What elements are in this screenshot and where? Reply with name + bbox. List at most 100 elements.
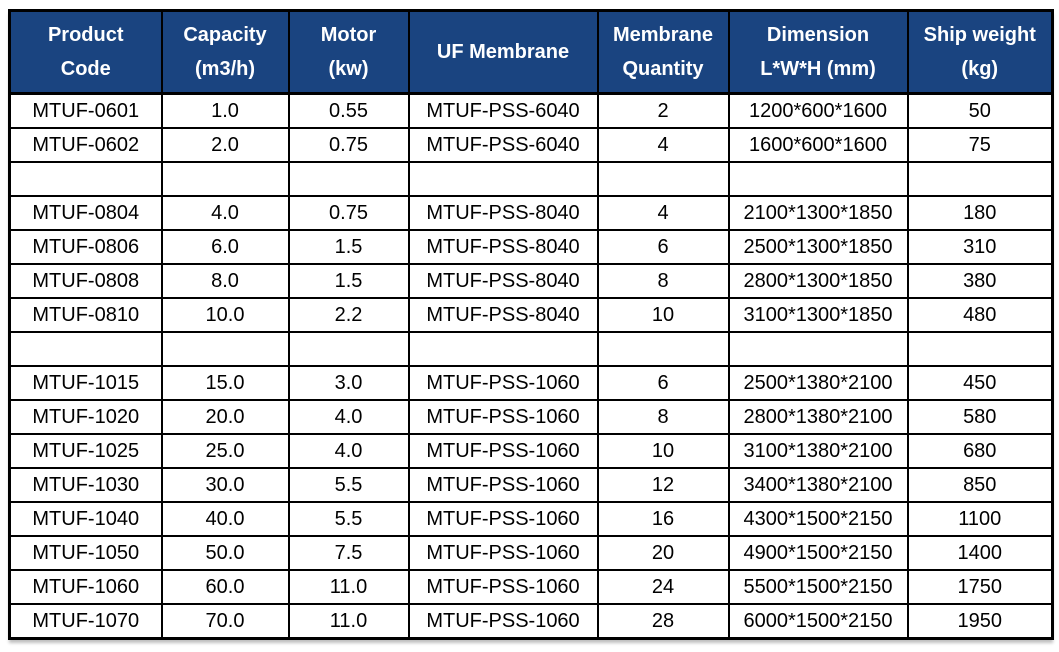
table-cell: 20 [596,535,730,571]
table-row: MTUF-1060 60.0 11.0 MTUF-PSS-1060 24 5500*150… [8,569,1054,605]
table-cell: 12 [596,467,730,503]
table-cell: 30.0 [160,467,290,503]
column-header-motor-kw: Motor (kw) [287,9,410,95]
table-cell [906,331,1054,367]
table-cell: 1100 [906,501,1054,537]
table-cell [407,331,599,367]
table-cell: MTUF-PSS-1060 [407,399,599,435]
table-cell: MTUF-0806 [8,229,163,265]
table-cell: 10 [596,433,730,469]
table-cell: 4900*1500*2150 [727,535,909,571]
table-cell: 580 [906,399,1054,435]
spacer-row [8,331,1054,367]
table-cell: MTUF-PSS-1060 [407,569,599,605]
table-row: MTUF-0804 4.0 0.75 MTUF-PSS-8040 4 2100*1300*… [8,195,1054,231]
table-cell: 1.5 [287,229,410,265]
table-cell: MTUF-0808 [8,263,163,299]
table-cell: 75 [906,127,1054,163]
table-row: MTUF-0601 1.0 0.55 MTUF-PSS-6040 2 1200*600*1… [8,92,1054,129]
table-cell: 2500*1300*1850 [727,229,909,265]
table-cell: 24 [596,569,730,605]
table-cell: MTUF-PSS-6040 [407,92,599,129]
table-cell [727,331,909,367]
table-cell: 3100*1300*1850 [727,297,909,333]
table-cell [8,161,163,197]
table-cell: 4.0 [287,399,410,435]
table-cell: MTUF-PSS-8040 [407,263,599,299]
table-cell: MTUF-1025 [8,433,163,469]
table-cell: MTUF-PSS-1060 [407,603,599,640]
table-cell: 1.5 [287,263,410,299]
table-cell: 8 [596,263,730,299]
table-body: MTUF-0601 1.0 0.55 MTUF-PSS-6040 2 1200*600*1… [8,92,1054,640]
table-cell: 0.55 [287,92,410,129]
table-cell: 8 [596,399,730,435]
table-cell [596,331,730,367]
table-cell: 310 [906,229,1054,265]
table-row: MTUF-0806 6.0 1.5 MTUF-PSS-8040 6 2500*1300*1… [8,229,1054,265]
table-cell: 10 [596,297,730,333]
table-cell: 6000*1500*2150 [727,603,909,640]
table-cell: 680 [906,433,1054,469]
table-cell: 28 [596,603,730,640]
table-cell: 40.0 [160,501,290,537]
table-cell: MTUF-0601 [8,92,163,129]
table-cell: MTUF-1050 [8,535,163,571]
product-spec-table: Product Code Capacity (m3/h) Motor (kw) UF … [8,9,1054,640]
table-cell: MTUF-PSS-8040 [407,195,599,231]
table-cell: 11.0 [287,569,410,605]
table-row: MTUF-1015 15.0 3.0 MTUF-PSS-1060 6 2500*1380*… [8,365,1054,401]
table-cell: 1400 [906,535,1054,571]
table-cell: 2800*1380*2100 [727,399,909,435]
table-cell: 20.0 [160,399,290,435]
table-cell: 15.0 [160,365,290,401]
table-row: MTUF-1020 20.0 4.0 MTUF-PSS-1060 8 2800*1380*… [8,399,1054,435]
table-cell: MTUF-PSS-1060 [407,433,599,469]
table-cell: 4300*1500*2150 [727,501,909,537]
table-cell: 3100*1380*2100 [727,433,909,469]
table-cell: 4 [596,127,730,163]
table-row: MTUF-1025 25.0 4.0 MTUF-PSS-1060 10 3100*1380… [8,433,1054,469]
table-cell [8,331,163,367]
table-cell: 2 [596,92,730,129]
table-cell [160,161,290,197]
table-cell: 2.2 [287,297,410,333]
table-cell: MTUF-PSS-1060 [407,501,599,537]
header-row: Product Code Capacity (m3/h) Motor (kw) UF … [8,9,1054,95]
table-cell [727,161,909,197]
table-cell: 70.0 [160,603,290,640]
column-header-product-code: Product Code [8,9,163,95]
table-cell: 1.0 [160,92,290,129]
table-cell: MTUF-PSS-1060 [407,535,599,571]
table-cell: MTUF-1020 [8,399,163,435]
table-cell: 60.0 [160,569,290,605]
table-cell: MTUF-PSS-6040 [407,127,599,163]
table-cell: 8.0 [160,263,290,299]
table-cell: 0.75 [287,127,410,163]
table-cell: 3400*1380*2100 [727,467,909,503]
table-cell: MTUF-1060 [8,569,163,605]
table-row: MTUF-0810 10.0 2.2 MTUF-PSS-8040 10 3100*1300… [8,297,1054,333]
table-cell: 380 [906,263,1054,299]
column-header-membrane-quantity: Membrane Quantity [596,9,730,95]
table-row: MTUF-0808 8.0 1.5 MTUF-PSS-8040 8 2800*1300*1… [8,263,1054,299]
table-cell [160,331,290,367]
table-cell: 10.0 [160,297,290,333]
table-cell: 1750 [906,569,1054,605]
table-cell: 50.0 [160,535,290,571]
table-cell: 1600*600*1600 [727,127,909,163]
table-row: MTUF-1050 50.0 7.5 MTUF-PSS-1060 20 4900*1500… [8,535,1054,571]
table-cell: 3.0 [287,365,410,401]
table-cell [906,161,1054,197]
table-cell: MTUF-1030 [8,467,163,503]
table-cell: 6 [596,365,730,401]
table-cell: MTUF-0804 [8,195,163,231]
table-cell: 5500*1500*2150 [727,569,909,605]
table-cell: 1200*600*1600 [727,92,909,129]
table-cell: 50 [906,92,1054,129]
column-header-ship-weight-kg: Ship weight (kg) [906,9,1054,95]
spec-table-container: Product Code Capacity (m3/h) Motor (kw) UF … [8,9,1054,640]
table-cell: 5.5 [287,467,410,503]
table-cell: MTUF-1070 [8,603,163,640]
table-cell: 2.0 [160,127,290,163]
